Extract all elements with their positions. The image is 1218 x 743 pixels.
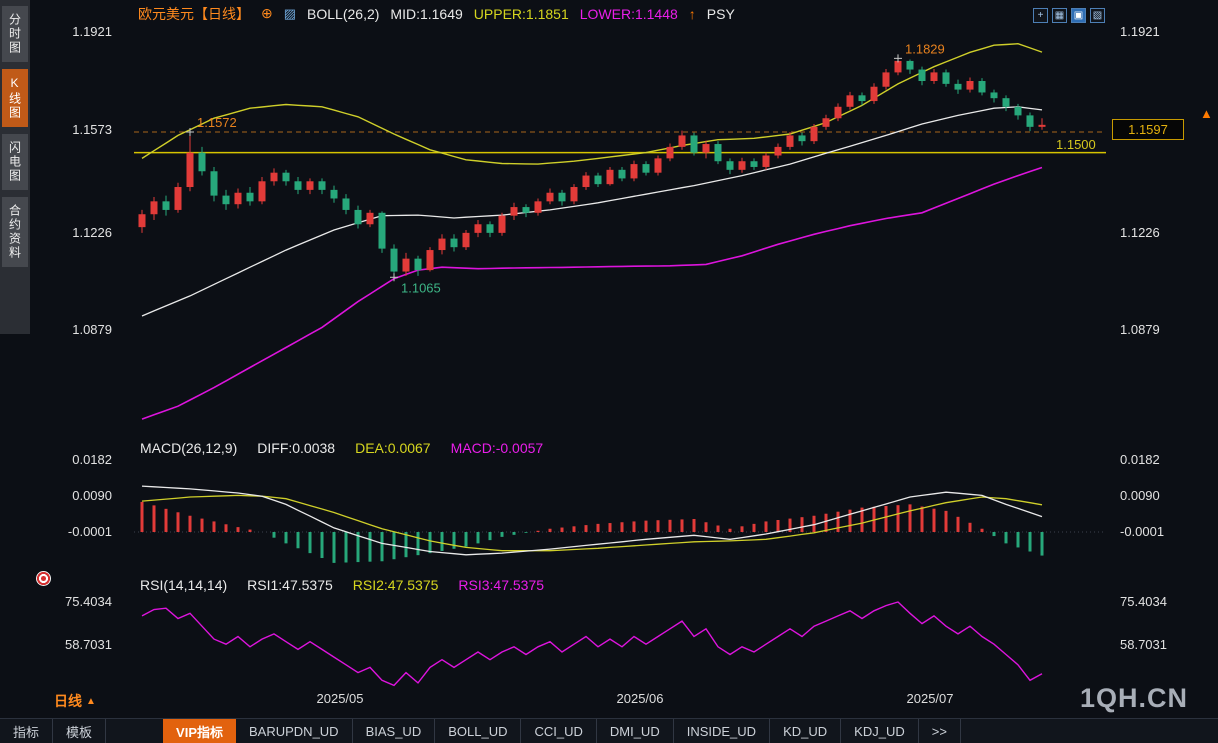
macd-axis-label: 0.0090 <box>72 488 112 503</box>
svg-text:1.1829: 1.1829 <box>905 41 945 56</box>
macd-header: MACD(26,12,9) DIFF:0.0038 DEA:0.0067 MAC… <box>140 440 543 456</box>
tab-bias-ud[interactable]: BIAS_UD <box>353 719 436 743</box>
boll-mid-value: MID:1.1649 <box>390 5 463 22</box>
sidebar-item-contract-info[interactable]: 合约资料 <box>2 197 28 267</box>
svg-text:1.1065: 1.1065 <box>401 280 441 295</box>
sidebar-item-lightning-chart[interactable]: 闪电图 <box>2 134 28 190</box>
price-axis-label: 1.1921 <box>1120 24 1160 39</box>
price-axis-label: 1.1573 <box>72 122 112 137</box>
layout-grid-icon[interactable]: ▦ <box>1052 8 1067 23</box>
tab-more[interactable]: >> <box>919 719 961 743</box>
tab-kdj-ud[interactable]: KDJ_UD <box>841 719 919 743</box>
rsi-axis-label: 75.4034 <box>1120 594 1167 609</box>
macd-axis-label: 0.0182 <box>72 452 112 467</box>
watermark: 1QH.CN <box>1080 683 1189 713</box>
month-label: 2025/06 <box>616 691 664 706</box>
macd-dea-value: DEA:0.0067 <box>355 440 431 456</box>
rsi3-value: RSI3:47.5375 <box>458 577 545 593</box>
price-axis-label: 1.0879 <box>72 322 112 337</box>
price-axis-label: 1.1226 <box>1120 225 1160 240</box>
rsi-header: RSI(14,14,14) RSI1:47.5375 RSI2:47.5375 … <box>140 577 544 593</box>
drawing-target-icon[interactable] <box>36 571 51 586</box>
tab-boll-ud[interactable]: BOLL_UD <box>435 719 522 743</box>
tab-kd-ud[interactable]: KD_UD <box>770 719 842 743</box>
macd-title: MACD(26,12,9) <box>140 440 238 456</box>
macd-axis-label: -0.0001 <box>1120 524 1165 539</box>
chart-header: 欧元美元【日线】 ⊕ ▨ BOLL(26,2) MID:1.1649 UPPER… <box>30 0 1018 27</box>
svg-text:1.1572: 1.1572 <box>197 115 237 130</box>
macd-value: MACD:-0.0057 <box>450 440 544 456</box>
expand-circle-icon[interactable]: ⊕ <box>261 5 273 21</box>
bottom-tab-bar: 指标 模板 VIP指标 BARUPDN_UD BIAS_UD BOLL_UD C… <box>0 718 1218 743</box>
window-layout-controls: + ▦ ▣ ▧ <box>1033 8 1105 23</box>
symbol-title: 欧元美元【日线】 <box>138 5 250 22</box>
price-tag-arrow-icon: ▲ <box>1200 106 1213 121</box>
price-axis-label: 1.0879 <box>1120 322 1160 337</box>
rsi-axis-label: 58.7031 <box>1120 637 1167 652</box>
sidebar-item-kline-chart[interactable]: K线图 <box>2 69 28 127</box>
boll-lower-value: LOWER:1.1448 <box>579 5 678 22</box>
layout-cross-icon[interactable]: + <box>1033 8 1048 23</box>
tab-barupdn-ud[interactable]: BARUPDN_UD <box>236 719 353 743</box>
tab-dmi-ud[interactable]: DMI_UD <box>597 719 674 743</box>
macd-axis-label: 0.0090 <box>1120 488 1160 503</box>
price-axis-label: 1.1921 <box>72 24 112 39</box>
macd-axis-label: 0.0182 <box>1120 452 1160 467</box>
sidebar-item-time-chart[interactable]: 分时图 <box>2 6 28 62</box>
rsi-axis-label: 58.7031 <box>65 637 112 652</box>
layout-expand-icon[interactable]: ▧ <box>1090 8 1105 23</box>
tab-inside-ud[interactable]: INSIDE_UD <box>674 719 771 743</box>
rsi1-value: RSI1:47.5375 <box>247 577 333 593</box>
tab-cci-ud[interactable]: CCI_UD <box>521 719 597 743</box>
period-selector[interactable]: 日线 ▲ <box>54 691 96 711</box>
tab-indicators[interactable]: 指标 <box>0 719 54 743</box>
rsi-title: RSI(14,14,14) <box>140 577 228 593</box>
boll-label: BOLL(26,2) <box>307 5 380 22</box>
support-line-label: 1.1500 <box>1056 137 1096 152</box>
price-axis-label: 1.1226 <box>72 225 112 240</box>
psy-label: PSY <box>706 5 735 22</box>
tab-templates[interactable]: 模板 <box>53 719 107 743</box>
last-price-tag: 1.1597 <box>1112 119 1184 140</box>
month-label: 2025/05 <box>316 691 364 706</box>
alert-up-arrow-icon: ↑ <box>688 5 696 22</box>
boll-upper-value: UPPER:1.1851 <box>473 5 569 22</box>
mini-chart-icon: ▨ <box>283 5 297 21</box>
period-label: 日线 <box>54 693 82 709</box>
macd-diff-value: DIFF:0.0038 <box>257 440 336 456</box>
period-up-arrow-icon: ▲ <box>86 695 96 707</box>
rsi2-value: RSI2:47.5375 <box>352 577 439 593</box>
layout-single-icon[interactable]: ▣ <box>1071 8 1086 23</box>
left-sidebar: 分时图 K线图 闪电图 合约资料 <box>0 0 30 334</box>
rsi-axis-label: 75.4034 <box>65 594 112 609</box>
month-label: 2025/07 <box>906 691 954 706</box>
macd-axis-label: -0.0001 <box>67 524 112 539</box>
tab-vip-indicators[interactable]: VIP指标 <box>163 719 236 743</box>
